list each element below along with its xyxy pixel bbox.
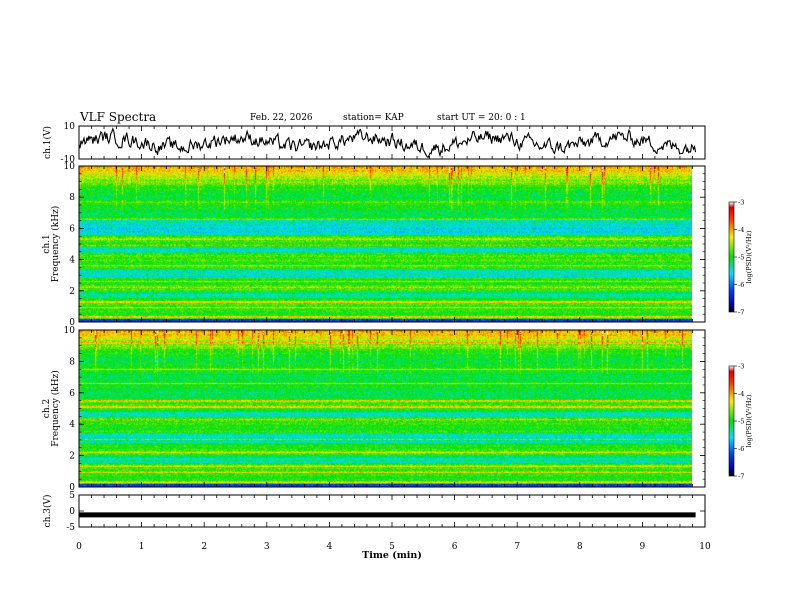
y-tick-label: 2 xyxy=(69,452,75,462)
x-tick-label: 5 xyxy=(389,542,395,552)
figure-title: VLF Spectra xyxy=(80,110,157,124)
y-tick-label: 10 xyxy=(64,326,76,336)
y-tick-label: 2 xyxy=(69,287,75,297)
y-tick-label: -10 xyxy=(61,155,76,165)
y-tick-label: 10 xyxy=(64,122,76,132)
y-tick-label: 0 xyxy=(69,318,75,328)
axes-layer xyxy=(78,125,737,528)
colorbar-tick-label: -7 xyxy=(738,473,744,481)
y-tick-label: 4 xyxy=(69,420,75,430)
y-tick-label: 0 xyxy=(69,507,75,517)
colorbar-tick-label: -3 xyxy=(738,199,744,207)
y-tick-label: 5 xyxy=(69,491,75,501)
ch2-spectrogram-colorbar xyxy=(728,365,735,477)
colorbar-tick-label: -3 xyxy=(738,363,744,371)
ch2-spectrogram-heatmap xyxy=(79,330,692,487)
colorbar-tick-label: -5 xyxy=(738,418,744,426)
y-tick-label: -5 xyxy=(66,523,75,533)
y-tick-label: 6 xyxy=(69,224,75,234)
ch1-spectrogram-ylabel-freq: Frequency (kHz) xyxy=(50,206,61,283)
date-label: Feb. 22, 2026 xyxy=(250,113,313,123)
ch1-waveform-line xyxy=(78,127,697,159)
station-label: station= KAP xyxy=(343,113,404,123)
x-tick-label: 7 xyxy=(514,542,520,552)
colorbar-tick-label: -4 xyxy=(738,390,744,398)
y-tick-label: 10 xyxy=(64,162,76,172)
ch2-spectrogram-ylabel-freq: Frequency (kHz) xyxy=(50,370,61,447)
x-tick-label: 6 xyxy=(452,542,458,552)
x-tick-label: 0 xyxy=(76,542,82,552)
ch1-ylabel: ch.1(V) xyxy=(42,126,53,159)
colorbar-tick-label: -6 xyxy=(738,281,744,289)
x-tick-label: 3 xyxy=(264,542,270,552)
spectrogram-layer xyxy=(79,166,692,487)
y-tick-label: 4 xyxy=(69,256,75,266)
y-tick-label: 6 xyxy=(69,389,75,399)
colorbar-tick-label: -7 xyxy=(738,309,744,317)
ch2-spectrogram-ylabel-ch: ch.2 xyxy=(42,399,52,418)
y-tick-label: 8 xyxy=(69,357,75,367)
x-axis-title: Time (min) xyxy=(362,550,422,561)
axis-text-layer: 10-100246810024681050-5ch.1(V)ch.3(V)ch.… xyxy=(42,122,753,561)
colorbar-tick-label: -5 xyxy=(738,254,744,262)
x-tick-label: 1 xyxy=(139,542,145,552)
ch1-spectrogram-heatmap xyxy=(79,166,692,322)
ch2-spectrogram-colorbar-label: log(PSD)(V²/Hz) xyxy=(745,394,753,447)
x-tick-label: 2 xyxy=(201,542,207,552)
ch1-spectrogram-ylabel-ch: ch.1 xyxy=(42,234,52,253)
y-tick-label: 8 xyxy=(69,193,75,203)
x-tick-label: 9 xyxy=(640,542,646,552)
colorbar-tick-label: -6 xyxy=(738,445,744,453)
y-tick-label: 0 xyxy=(69,483,75,493)
start-time-label: start UT = 20: 0 : 1 xyxy=(437,113,526,123)
ch1-spectrogram-colorbar xyxy=(728,201,735,313)
ch1-spectrogram-colorbar-label: log(PSD)(V²/Hz) xyxy=(745,230,753,283)
trace-layer xyxy=(78,127,697,518)
x-tick-label: 8 xyxy=(577,542,583,552)
x-tick-label: 4 xyxy=(327,542,333,552)
colorbar-tick-label: -4 xyxy=(738,226,744,234)
ch3-ylabel: ch.3(V) xyxy=(42,495,53,528)
x-tick-label: 10 xyxy=(699,542,711,552)
